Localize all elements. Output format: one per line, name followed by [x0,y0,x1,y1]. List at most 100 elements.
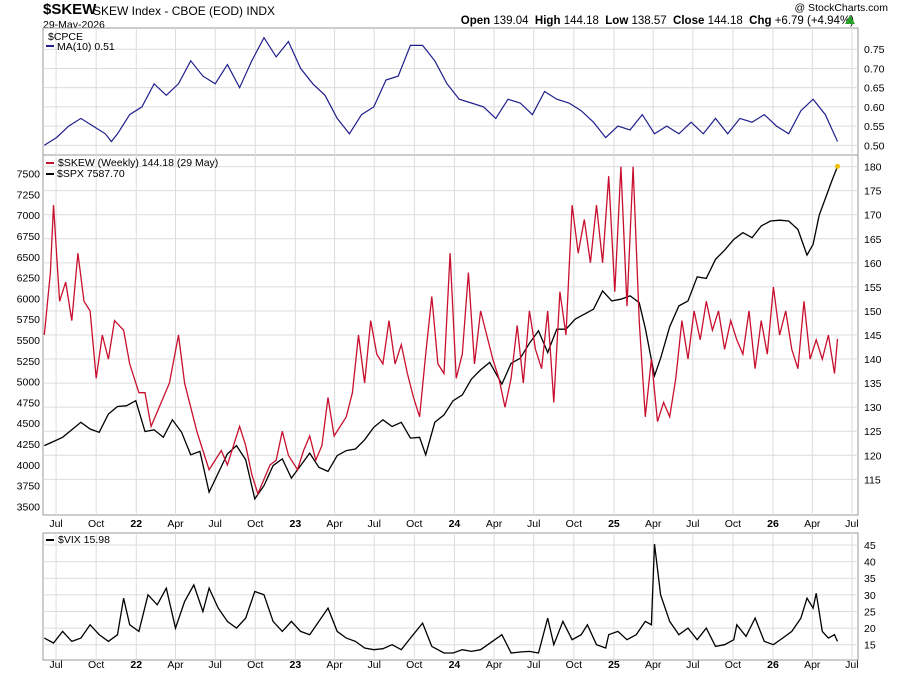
skew-y-tick: 115 [864,474,881,486]
x-axis-label-main: Jul [368,518,381,530]
vix-y-tick: 35 [864,573,876,585]
ohlc-readout: Open 139.04 High 144.18 Low 138.57 Close… [461,15,854,27]
vix-y-tick: 45 [864,540,876,552]
x-axis-label-vix: Oct [725,659,741,671]
spx-y-tick: 7250 [17,189,41,201]
spx-y-tick: 6500 [17,252,41,264]
skew-y-tick: 180 [864,162,882,174]
x-axis-label-vix: Oct [566,659,582,671]
x-axis-label-main: Apr [167,518,184,530]
x-axis-label-main: 22 [130,518,142,530]
vix-y-tick: 20 [864,623,876,635]
x-axis-label-vix: Oct [88,659,104,671]
x-axis-label-vix: 24 [449,659,461,671]
x-axis-label-main: Jul [208,518,221,530]
symbol-description: SKEW Index - CBOE (EOD) INDX [93,4,276,18]
stockcharts-credit: @ StockCharts.com [794,2,888,14]
cpce-legend-symbol: $CPCE [48,31,83,43]
skew-y-tick: 140 [864,354,882,366]
skew-line [43,166,839,496]
spx-y-tick: 6750 [17,231,41,243]
spx-y-tick: 4750 [17,397,41,409]
x-axis-label-vix: Jul [49,659,62,671]
spx-line [44,166,839,501]
x-axis-label-main: 23 [290,518,302,530]
up-arrow-icon [845,15,855,24]
skew-y-tick: 160 [864,258,882,270]
vix-legend: $VIX 15.98 [58,534,110,546]
x-axis-label-main: Jul [527,518,540,530]
spx-y-tick: 5250 [17,356,41,368]
vix-y-tick: 40 [864,557,876,569]
spx-y-tick: 3500 [17,501,41,513]
x-axis-label-vix: Jul [845,659,858,671]
cpce-panel-frame [42,27,859,156]
skew-y-tick: 170 [864,210,882,222]
x-axis-label-vix: 26 [767,659,779,671]
spx-y-tick: 5500 [17,335,41,347]
skew-y-tick: 155 [864,282,882,294]
last-point-marker [835,163,841,169]
cpce-y-tick: 0.60 [864,102,885,114]
x-axis-label-main: Oct [88,518,104,530]
close-label: Close [673,15,705,27]
x-axis-label-main: Oct [406,518,422,530]
cpce-ma-line [43,36,839,146]
cpce-y-tick: 0.75 [864,44,885,56]
spx-y-tick: 7000 [17,210,41,222]
x-axis-label-main: 26 [767,518,779,530]
vix-y-tick: 30 [864,590,876,602]
low-label: Low [605,15,629,27]
x-axis-label-vix: Jul [368,659,381,671]
skew-y-tick: 135 [864,378,882,390]
x-axis-label-vix: 25 [608,659,620,671]
cpce-y-tick: 0.65 [864,83,885,95]
skew-legend: $SKEW (Weekly) 144.18 (29 May) [58,157,218,169]
x-axis-label-main: Jul [49,518,62,530]
high-value: 144.18 [563,15,599,27]
x-axis-label-main: Jul [845,518,858,530]
cpce-y-tick: 0.50 [864,140,885,152]
cpce-legend-ma: MA(10) 0.51 [57,41,115,53]
spx-y-tick: 7500 [17,169,41,181]
close-value: 144.18 [707,15,743,27]
x-axis-label-main: 24 [449,518,461,530]
skew-y-tick: 125 [864,426,882,438]
spx-y-tick: 4250 [17,439,41,451]
x-axis-label-main: Oct [725,518,741,530]
x-axis-label-vix: Apr [645,659,662,671]
x-axis-label-main: Jul [686,518,699,530]
skew-y-tick: 175 [864,186,882,198]
x-axis-label-vix: Apr [486,659,503,671]
spx-y-tick: 5000 [17,377,41,389]
cpce-y-tick: 0.70 [864,63,885,75]
symbol-title: $SKEW [43,1,97,18]
spx-y-tick: 3750 [17,481,41,493]
vix-y-tick: 15 [864,640,876,652]
x-axis-label-main: Apr [804,518,821,530]
spx-y-tick: 4500 [17,418,41,430]
x-axis-label-vix: Apr [326,659,343,671]
vix-y-tick: 25 [864,606,876,618]
x-axis-label-main: Apr [645,518,662,530]
cpce-y-tick: 0.55 [864,121,885,133]
spx-y-tick: 5750 [17,314,41,326]
skew-y-tick: 165 [864,234,882,246]
spx-y-tick: 4000 [17,460,41,472]
x-axis-label-main: 25 [608,518,620,530]
x-axis-label-vix: Apr [804,659,821,671]
high-label: High [534,15,561,27]
skew-y-tick: 150 [864,306,882,318]
x-axis-label-vix: Jul [686,659,699,671]
x-axis-label-vix: Oct [406,659,422,671]
x-axis-label-vix: Jul [527,659,540,671]
x-axis-label-main: Oct [566,518,582,530]
x-axis-label-main: Apr [486,518,503,530]
vix-line [43,543,839,654]
x-axis-label-main: Apr [326,518,343,530]
x-axis-label-vix: Oct [247,659,263,671]
skew-y-tick: 120 [864,450,882,462]
skew-y-tick: 145 [864,330,882,342]
